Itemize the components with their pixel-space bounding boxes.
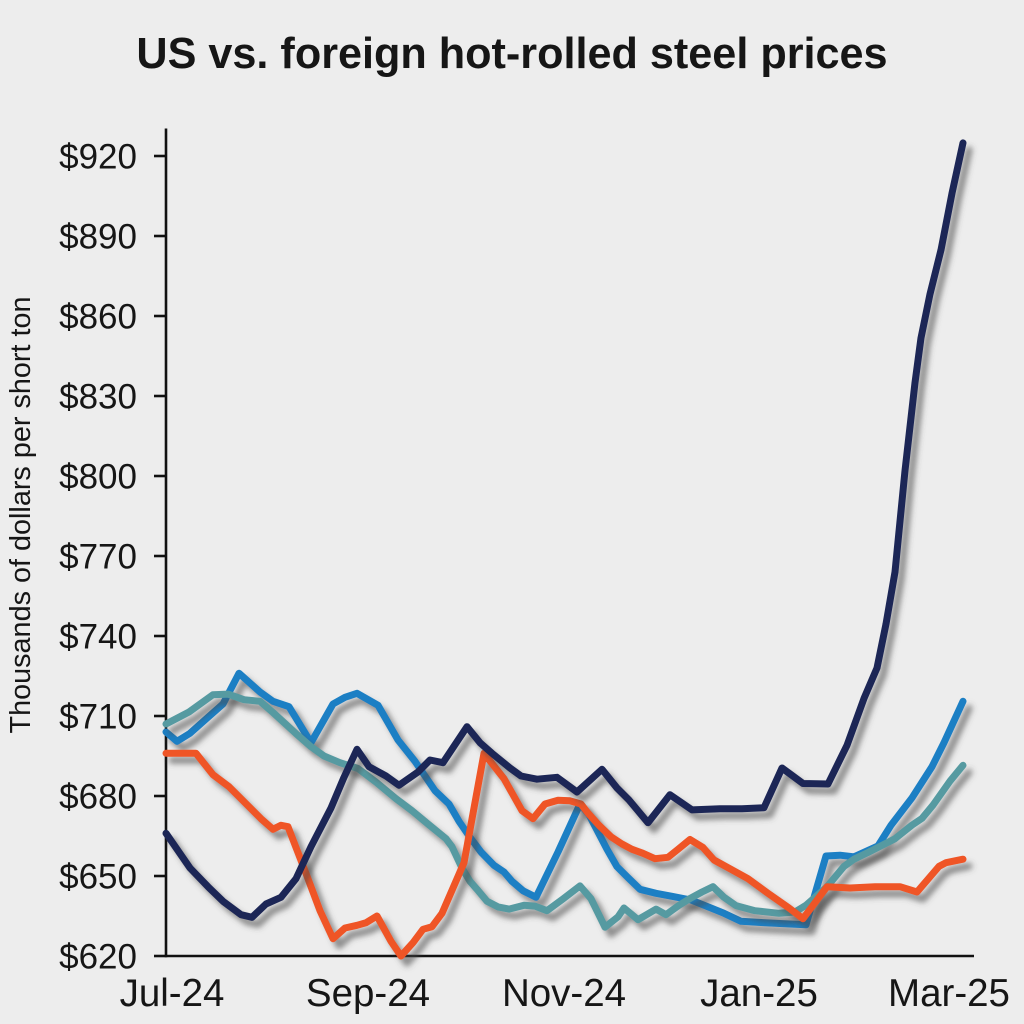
svg-text:Nov-24: Nov-24 [502, 972, 626, 1015]
svg-text:$620: $620 [59, 937, 137, 976]
svg-text:$650: $650 [59, 857, 137, 896]
svg-text:$680: $680 [59, 777, 137, 816]
svg-text:Sep-24: Sep-24 [306, 972, 430, 1015]
svg-text:Jul-24: Jul-24 [120, 972, 225, 1015]
svg-text:$800: $800 [59, 457, 137, 496]
svg-text:$860: $860 [59, 297, 137, 336]
svg-text:$740: $740 [59, 617, 137, 656]
svg-text:Thousands of dollars per short: Thousands of dollars per short ton [5, 296, 37, 733]
svg-text:$770: $770 [59, 537, 137, 576]
svg-text:$890: $890 [59, 217, 137, 256]
svg-text:$830: $830 [59, 377, 137, 416]
svg-text:Mar-25: Mar-25 [888, 972, 1010, 1015]
svg-text:Jan-25: Jan-25 [700, 972, 818, 1015]
svg-text:$710: $710 [59, 697, 137, 736]
svg-text:$920: $920 [59, 137, 137, 176]
svg-text:US vs. foreign hot-rolled stee: US vs. foreign hot-rolled steel prices [136, 30, 887, 78]
